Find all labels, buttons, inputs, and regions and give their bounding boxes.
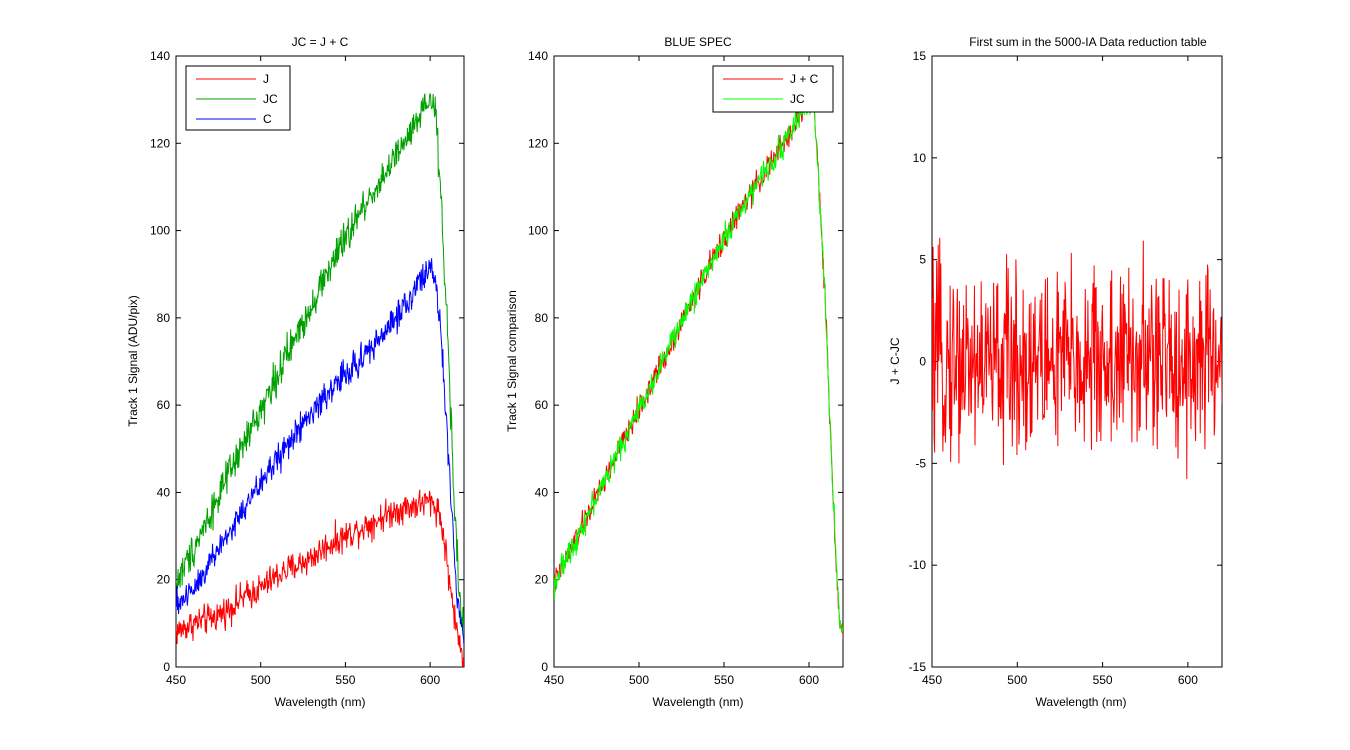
chart-panel-1: JC = J + C Wavelength (nm) Track 1 Signa…	[126, 35, 465, 709]
axis-ticks: 450 500 550 600 0 20 40 60 80 100 120 140	[528, 49, 843, 687]
series-lines	[932, 237, 1222, 480]
x-tick-label: 500	[251, 673, 271, 687]
axis-ticks: 450 500 550 600 0 20 40 60 80 100 120 140	[150, 49, 464, 687]
x-tick-label: 600	[420, 673, 440, 687]
y-tick-label: 80	[535, 311, 549, 325]
x-axis-label: Wavelength (nm)	[653, 695, 744, 709]
legend-label: J + C	[790, 72, 819, 86]
legend-label: J	[263, 72, 269, 86]
y-tick-label: 20	[535, 573, 549, 587]
y-tick-label: 100	[528, 224, 548, 238]
y-tick-label: 10	[913, 151, 927, 165]
chart-title: BLUE SPEC	[664, 35, 732, 49]
y-tick-label: 5	[919, 253, 926, 267]
x-axis-label: Wavelength (nm)	[1036, 695, 1127, 709]
y-tick-label: 0	[541, 660, 548, 674]
y-axis-label: J + C-JC	[888, 337, 902, 384]
x-tick-label: 600	[799, 673, 819, 687]
y-tick-label: 120	[150, 136, 170, 150]
y-tick-label: 100	[150, 224, 170, 238]
y-tick-label: -15	[909, 660, 927, 674]
axes-frame	[175, 55, 465, 668]
x-tick-label: 600	[1178, 673, 1198, 687]
y-tick-label: -10	[909, 558, 927, 572]
y-tick-label: 15	[913, 49, 927, 63]
y-tick-label: 60	[157, 398, 171, 412]
x-tick-label: 450	[544, 673, 564, 687]
legend: J JC C	[185, 65, 291, 131]
legend-label: C	[263, 112, 272, 126]
y-tick-label: 140	[150, 49, 170, 63]
series-line	[932, 237, 1222, 480]
y-tick-label: 0	[919, 355, 926, 369]
series-lines	[554, 92, 843, 639]
legend-label: JC	[263, 92, 278, 106]
x-tick-label: 550	[714, 673, 734, 687]
legend: J + C JC	[712, 65, 834, 113]
x-tick-label: 550	[1093, 673, 1113, 687]
x-tick-label: 450	[922, 673, 942, 687]
chart-panel-2: BLUE SPEC Wavelength (nm) Track 1 Signal…	[505, 35, 844, 709]
axes-frame	[553, 55, 844, 668]
chart-panel-3: First sum in the 5000-IA Data reduction …	[888, 35, 1223, 709]
y-tick-label: 80	[157, 311, 171, 325]
y-tick-label: -5	[915, 456, 926, 470]
y-axis-label: Track 1 Signal (ADU/pix)	[126, 295, 140, 427]
y-tick-label: 60	[535, 398, 549, 412]
series-line-j	[176, 489, 464, 667]
x-tick-label: 500	[1007, 673, 1027, 687]
x-axis-label: Wavelength (nm)	[275, 695, 366, 709]
series-line-c	[176, 258, 464, 647]
series-lines	[176, 93, 464, 667]
x-tick-label: 450	[166, 673, 186, 687]
y-axis-label: Track 1 Signal comparison	[505, 290, 519, 432]
y-tick-label: 140	[528, 49, 548, 63]
axis-ticks: 450 500 550 600 -15 -10 -5 0 5 10 15	[909, 49, 1222, 687]
legend-box	[712, 65, 834, 113]
y-tick-label: 20	[157, 573, 171, 587]
y-tick-label: 40	[535, 485, 549, 499]
series-line-jc	[554, 92, 843, 635]
y-tick-label: 40	[157, 485, 171, 499]
y-tick-label: 0	[163, 660, 170, 674]
y-tick-label: 120	[528, 136, 548, 150]
legend-label: JC	[790, 92, 805, 106]
series-line-jc	[176, 93, 464, 641]
chart-title: First sum in the 5000-IA Data reduction …	[969, 35, 1207, 49]
x-tick-label: 550	[335, 673, 355, 687]
chart-title: JC = J + C	[292, 35, 349, 49]
x-tick-label: 500	[629, 673, 649, 687]
